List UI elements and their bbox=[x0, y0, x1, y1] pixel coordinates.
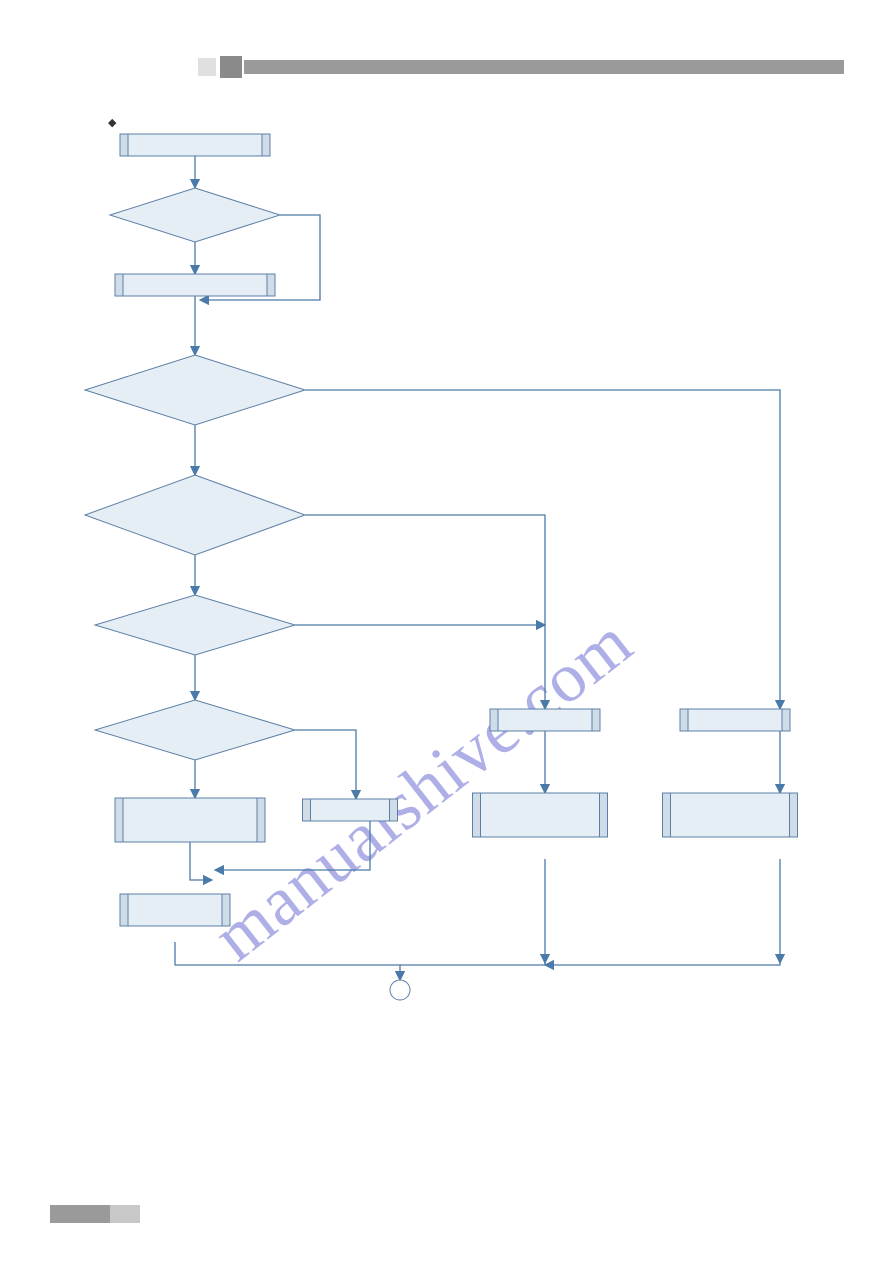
bullet-icon: ◆ bbox=[108, 117, 116, 129]
footer-bar-1 bbox=[50, 1205, 110, 1223]
page-canvas: manualshive.com ◆ bbox=[0, 0, 893, 1263]
flowchart-svg bbox=[0, 0, 893, 1263]
section-bullet: ◆ bbox=[108, 116, 116, 129]
footer-bar-2 bbox=[110, 1205, 140, 1223]
